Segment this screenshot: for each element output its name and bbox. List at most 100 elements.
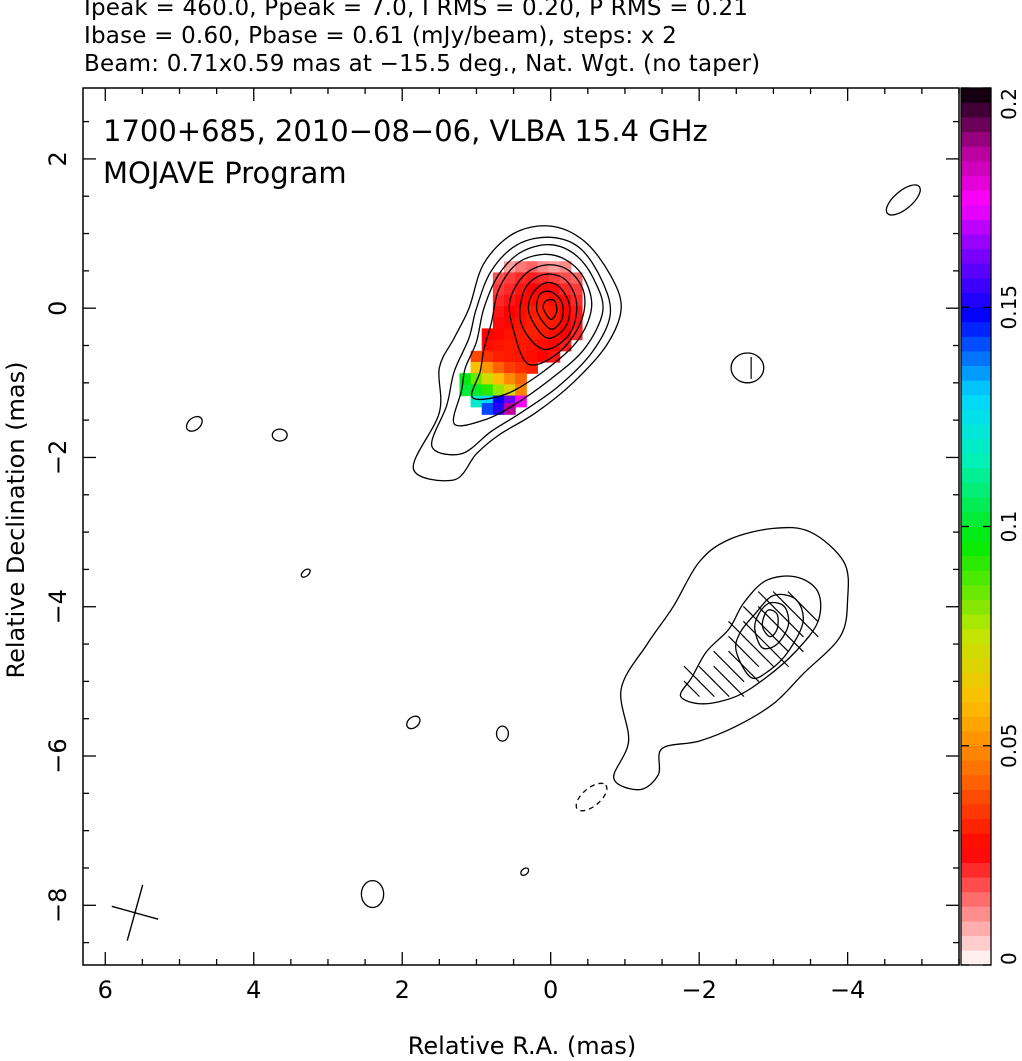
pol-pixel: [503, 350, 516, 363]
y-axis-label: Relative Declination (mas): [2, 361, 30, 678]
pol-pixel: [515, 328, 527, 341]
pol-pixel: [492, 294, 505, 307]
x-axis-label: Relative R.A. (mas): [408, 1032, 636, 1060]
colorbar-step: [961, 453, 991, 469]
noise-contour: [730, 352, 765, 384]
pol-pixel: [537, 339, 550, 352]
pol-pixel: [537, 261, 550, 274]
colorbar-step: [961, 613, 991, 630]
colorbar-step: [961, 116, 991, 133]
colorbar-step: [961, 423, 991, 440]
pol-pixel: [548, 283, 561, 296]
core-contour: [535, 290, 564, 330]
noise-contour: [300, 568, 311, 578]
pol-pixel: [492, 350, 505, 363]
jet-contour: [754, 601, 790, 650]
colorbar-step: [961, 394, 991, 410]
pol-pixel: [537, 328, 550, 341]
pol-pixel: [570, 283, 583, 296]
pol-pixel: [492, 328, 505, 341]
pol-pixel: [548, 339, 561, 352]
chart-subtitle: MOJAVE Program: [103, 156, 347, 190]
noise-contour: [495, 725, 510, 742]
pol-pixel: [548, 261, 561, 274]
evpa-tick: [728, 665, 745, 683]
colorbar-step: [961, 862, 991, 878]
colorbar: 0 0.05 0.1 0.15 0.2: [960, 87, 1021, 966]
colorbar-step: [961, 745, 991, 761]
colorbar-step: [961, 175, 991, 191]
colorbar-step: [961, 760, 991, 776]
header-line-1: Ipeak = 460.0, Ppeak = 7.0, I RMS = 0.20…: [84, 0, 749, 21]
colorbar-step: [961, 570, 991, 586]
noise-contour: [185, 415, 203, 432]
pol-pixel: [492, 395, 505, 408]
pol-pixel: [526, 272, 539, 285]
colorbar-tick-label: 0.05: [997, 723, 1021, 768]
pol-pixel: [526, 306, 539, 318]
colorbar-step: [961, 190, 991, 206]
evpa-tick: [742, 665, 760, 683]
colorbar-step: [961, 380, 991, 396]
colorbar-step: [961, 686, 991, 703]
pol-pixel: [492, 361, 505, 374]
colorbar-step: [961, 643, 991, 659]
colorbar-step: [961, 906, 991, 922]
evpa-tick: [683, 665, 700, 683]
pol-pixel: [470, 361, 483, 374]
pol-pixel: [503, 339, 516, 352]
evpa-tick: [742, 620, 760, 638]
pol-pixel: [503, 272, 516, 285]
pol-pixel: [526, 261, 539, 274]
pol-pixel: [515, 384, 527, 397]
pol-pixel: [515, 395, 527, 408]
pol-pixel: [559, 328, 572, 341]
colorbar-step: [961, 584, 991, 600]
colorbar-step: [961, 935, 991, 951]
colorbar-step: [961, 526, 991, 542]
y-tick-label: 0: [44, 301, 72, 316]
pol-pixel: [559, 317, 572, 330]
colorbar-step: [961, 204, 991, 220]
x-tick-label: 6: [98, 976, 113, 1004]
colorbar-step: [961, 803, 991, 820]
colorbar-step: [961, 87, 991, 103]
colorbar-step: [961, 146, 991, 162]
evpa-tick: [742, 635, 760, 653]
pol-pixel: [570, 328, 583, 341]
noise-contour: [885, 184, 921, 216]
colorbar-step: [961, 730, 991, 747]
colorbar-step: [961, 774, 991, 790]
y-tick-label: 2: [44, 151, 72, 166]
core-contour: [431, 236, 612, 456]
pol-pixel: [481, 373, 494, 385]
pol-pixel: [526, 361, 539, 374]
pol-pixel: [481, 403, 494, 415]
x-tick-label: −2: [681, 976, 716, 1004]
pol-pixel: [526, 294, 539, 307]
pol-pixel: [515, 350, 527, 363]
pol-pixel: [537, 350, 550, 363]
colorbar-step: [961, 321, 991, 337]
pol-pixel: [492, 403, 505, 415]
colorbar-step: [961, 950, 991, 966]
evpa-tick: [757, 605, 775, 623]
core-contour: [508, 264, 586, 366]
evpa-tick: [742, 605, 760, 623]
pol-pixel: [515, 373, 527, 385]
jet-contour: [734, 593, 804, 680]
evpa-tick: [728, 635, 745, 653]
colorbar-step: [961, 277, 991, 293]
colorbar-step: [961, 891, 991, 907]
colorbar-step: [961, 306, 991, 323]
pol-pixel: [559, 306, 572, 318]
colorbar-step: [961, 233, 991, 250]
header-line-2: Ibase = 0.60, Pbase = 0.61 (mJy/beam), s…: [84, 23, 677, 49]
jet-contour: [679, 575, 822, 705]
colorbar-step: [961, 847, 991, 863]
pol-pixel: [492, 306, 505, 318]
pol-pixel: [481, 339, 494, 352]
pol-pixel: [503, 373, 516, 385]
noise-contour: [360, 880, 385, 909]
evpa-tick: [757, 635, 775, 653]
